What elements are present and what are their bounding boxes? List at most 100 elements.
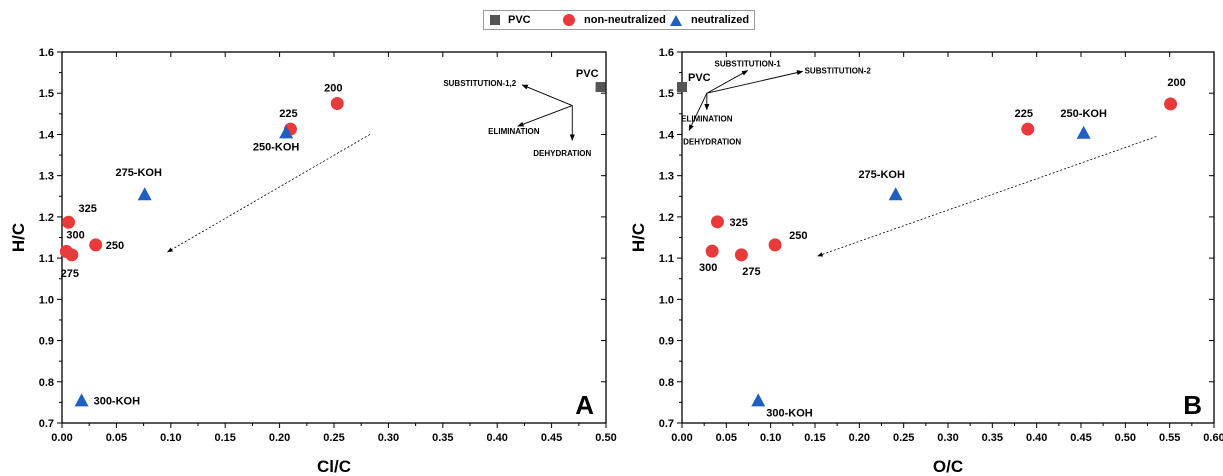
mechanism-arrow-elimination <box>517 105 573 127</box>
point-label-250-koh: 250-KOH <box>1060 108 1107 120</box>
x-tick-label: 0.20 <box>849 432 870 444</box>
y-tick-label: 1.6 <box>659 47 674 59</box>
y-tick-label: 0.7 <box>659 418 674 430</box>
panel-b: 0.00 0.05 0.10 0.15 0.20 0.25 0.30 0.35 0.40 0.45… <box>629 47 1223 476</box>
point-label-275-koh: 275-KOH <box>858 169 905 181</box>
point-250-koh <box>279 125 294 139</box>
x-tick-label: 0.10 <box>160 432 181 444</box>
y-tick-label: 1.2 <box>39 212 54 224</box>
point-300-koh <box>751 393 766 407</box>
circle-marker-icon <box>563 14 575 26</box>
point-225 <box>1021 122 1035 136</box>
x-tick-label: 0.25 <box>323 432 344 444</box>
mechanism-label-substitution-2: SUBSTITUTION-2 <box>805 66 872 75</box>
mechanism-label-dehydration: DEHYDRATION <box>533 149 591 158</box>
y-axis-label: H/C <box>9 223 28 252</box>
trend-arrow <box>167 134 371 253</box>
point-pvc <box>677 82 687 93</box>
x-tick-label: 0.15 <box>214 432 235 444</box>
x-tick-label: 0.05 <box>106 432 127 444</box>
x-tick-label: 0.30 <box>378 432 399 444</box>
triangle-marker-icon <box>670 14 682 26</box>
mechanism-arrow-substitution-1-2 <box>521 84 573 107</box>
point-label-300-koh: 300-KOH <box>766 407 813 419</box>
x-tick-label: 0.20 <box>269 432 290 444</box>
point-label-250: 250 <box>106 240 124 252</box>
x-tick-label: 0.40 <box>486 432 507 444</box>
y-tick-label: 0.7 <box>39 418 54 430</box>
point-pvc <box>595 82 606 93</box>
y-tick-label: 1.3 <box>39 171 54 183</box>
point-label-pvc: PVC <box>688 72 711 84</box>
y-tick-label: 0.8 <box>659 377 674 389</box>
x-axis-label: O/C <box>933 457 963 476</box>
x-tick-label: 0.00 <box>51 432 72 444</box>
y-tick-label: 0.9 <box>659 336 674 348</box>
square-marker-icon <box>490 15 500 25</box>
x-tick-label: 0.10 <box>760 432 781 444</box>
panel-label: A <box>575 390 594 420</box>
point-label-275: 275 <box>61 268 79 280</box>
point-275 <box>734 248 748 262</box>
point-label-275-koh: 275-KOH <box>115 167 162 179</box>
point-label-250-koh: 250-KOH <box>253 141 300 153</box>
point-label-325: 325 <box>729 217 747 229</box>
y-tick-label: 1.4 <box>659 129 675 141</box>
y-tick-label: 1.1 <box>39 253 54 265</box>
y-tick-label: 0.8 <box>39 377 54 389</box>
y-tick-label: 0.9 <box>39 336 54 348</box>
y-tick-label: 1.6 <box>39 47 54 59</box>
point-250 <box>89 238 103 252</box>
point-label-250: 250 <box>789 230 807 242</box>
x-tick-label: 0.45 <box>1070 432 1091 444</box>
legend-label-pvc: PVC <box>508 14 531 26</box>
y-tick-label: 1.5 <box>39 88 54 100</box>
point-200 <box>1164 97 1178 111</box>
point-275-koh <box>888 187 903 201</box>
x-tick-label: 0.40 <box>1026 432 1047 444</box>
x-tick-label: 0.05 <box>716 432 737 444</box>
x-axis-label: Cl/C <box>317 457 351 476</box>
legend-item-neutralized: neutralized <box>669 12 749 28</box>
x-tick-label: 0.30 <box>937 432 958 444</box>
point-label-300-koh: 300-KOH <box>94 395 141 407</box>
point-label-200: 200 <box>324 83 342 95</box>
mechanism-label-dehydration: DEHYDRATION <box>683 137 741 146</box>
x-tick-label: 0.55 <box>1159 432 1180 444</box>
y-tick-label: 1.3 <box>659 171 674 183</box>
trend-arrow <box>817 136 1157 257</box>
mechanism-label-substitution-1: SUBSTITUTION-1 <box>714 60 781 69</box>
legend-label-non-neutralized: non-neutralized <box>584 14 666 26</box>
point-label-300: 300 <box>699 262 717 274</box>
x-tick-label: 0.50 <box>595 432 616 444</box>
point-label-pvc: PVC <box>576 68 599 80</box>
point-label-225: 225 <box>1015 108 1033 120</box>
y-tick-label: 1.5 <box>659 88 674 100</box>
mechanism-arrow-substitution-2 <box>706 70 804 94</box>
x-tick-label: 0.15 <box>804 432 825 444</box>
y-axis-label: H/C <box>629 223 648 252</box>
mechanism-label-elimination: ELIMINATION <box>681 115 733 124</box>
plot-frame <box>681 51 1215 424</box>
x-tick-label: 0.00 <box>671 432 692 444</box>
point-325 <box>62 215 76 229</box>
x-tick-label: 0.50 <box>1115 432 1136 444</box>
chart-legend: PVC non-neutralized neutralized <box>483 10 755 30</box>
mechanism-arrow-dehydration <box>688 93 708 131</box>
point-300-koh <box>74 393 89 407</box>
x-tick-label: 0.25 <box>893 432 914 444</box>
point-250 <box>768 238 782 252</box>
point-label-225: 225 <box>279 108 297 120</box>
y-tick-label: 1.0 <box>39 294 54 306</box>
point-label-325: 325 <box>79 203 97 215</box>
legend-label-neutralized: neutralized <box>691 14 750 26</box>
panel-a: 0.00 0.05 0.10 0.15 0.20 0.25 0.30 0.35 0.40 0.45… <box>9 47 617 476</box>
x-tick-label: 0.60 <box>1203 432 1223 444</box>
mechanism-label-elimination: ELIMINATION <box>488 127 540 136</box>
y-tick-label: 1.0 <box>659 294 674 306</box>
point-200 <box>330 97 344 111</box>
point-300 <box>59 245 73 259</box>
panel-label: B <box>1183 390 1202 420</box>
legend-item-non-neutralized: non-neutralized <box>562 12 666 28</box>
